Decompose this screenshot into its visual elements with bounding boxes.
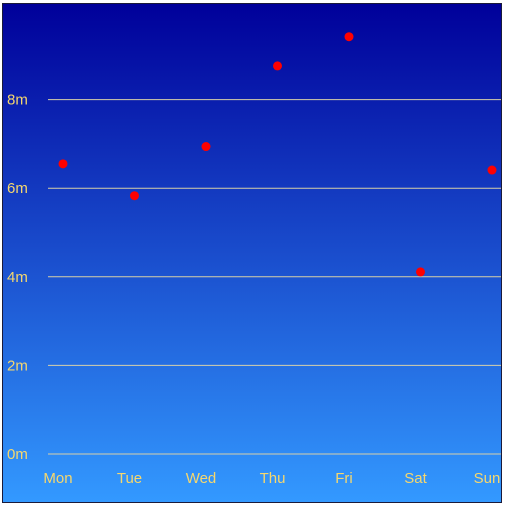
chart-frame: 0m 2m 4m 6m 8m Mon Tue Wed Thu Fri Sat Sun xyxy=(2,3,502,503)
data-point xyxy=(416,267,425,277)
data-point xyxy=(487,165,497,175)
data-point xyxy=(344,32,354,42)
data-point xyxy=(273,61,282,71)
x-tick-label: Thu xyxy=(260,470,286,487)
data-point xyxy=(201,142,211,152)
x-tick-label: Wed xyxy=(186,470,217,487)
x-tick-label: Sat xyxy=(404,470,427,487)
x-tick-label: Tue xyxy=(117,470,142,487)
y-tick-label: 0m xyxy=(7,446,28,463)
data-point xyxy=(130,191,139,201)
data-points xyxy=(58,32,497,277)
x-tick-label: Mon xyxy=(43,470,72,487)
y-tick-label: 8m xyxy=(7,92,28,109)
plot-background xyxy=(3,4,501,502)
y-axis: 0m 2m 4m 6m 8m xyxy=(7,92,28,463)
x-axis: Mon Tue Wed Thu Fri Sat Sun xyxy=(43,470,500,487)
scatter-chart: 0m 2m 4m 6m 8m Mon Tue Wed Thu Fri Sat Sun xyxy=(3,4,501,502)
y-tick-label: 6m xyxy=(7,180,28,197)
y-tick-label: 2m xyxy=(7,357,28,374)
x-tick-label: Fri xyxy=(335,470,353,487)
data-point xyxy=(58,159,68,169)
grid-layer xyxy=(48,99,501,455)
y-tick-label: 4m xyxy=(7,269,28,286)
x-tick-label: Sun xyxy=(474,470,501,487)
